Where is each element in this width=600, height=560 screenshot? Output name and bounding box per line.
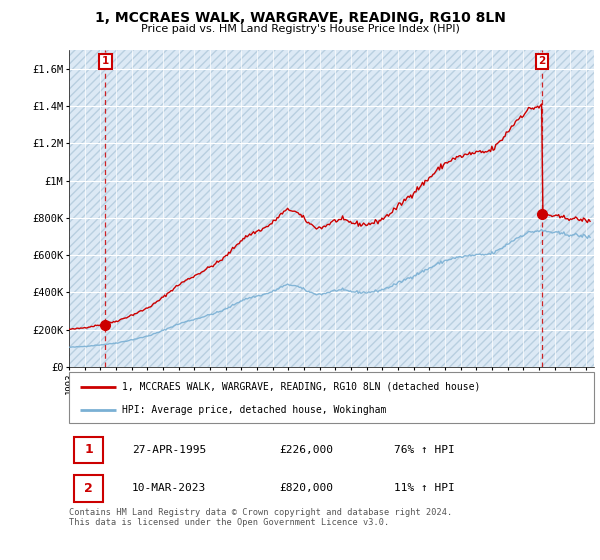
Text: 1: 1 — [85, 444, 93, 456]
Text: 27-APR-1995: 27-APR-1995 — [132, 445, 206, 455]
Text: 10-MAR-2023: 10-MAR-2023 — [132, 483, 206, 493]
Bar — [74, 475, 103, 502]
Bar — [74, 437, 103, 463]
Text: Contains HM Land Registry data © Crown copyright and database right 2024.
This d: Contains HM Land Registry data © Crown c… — [69, 508, 452, 528]
Text: £226,000: £226,000 — [279, 445, 333, 455]
Text: Price paid vs. HM Land Registry's House Price Index (HPI): Price paid vs. HM Land Registry's House … — [140, 24, 460, 34]
Text: £820,000: £820,000 — [279, 483, 333, 493]
Text: 11% ↑ HPI: 11% ↑ HPI — [395, 483, 455, 493]
Text: 1, MCCRAES WALK, WARGRAVE, READING, RG10 8LN (detached house): 1, MCCRAES WALK, WARGRAVE, READING, RG10… — [121, 381, 480, 391]
Text: 2: 2 — [539, 57, 546, 67]
Text: HPI: Average price, detached house, Wokingham: HPI: Average price, detached house, Woki… — [121, 405, 386, 415]
Text: 76% ↑ HPI: 76% ↑ HPI — [395, 445, 455, 455]
Text: 1: 1 — [102, 57, 109, 67]
Text: 2: 2 — [85, 482, 93, 495]
Text: 1, MCCRAES WALK, WARGRAVE, READING, RG10 8LN: 1, MCCRAES WALK, WARGRAVE, READING, RG10… — [95, 11, 505, 25]
